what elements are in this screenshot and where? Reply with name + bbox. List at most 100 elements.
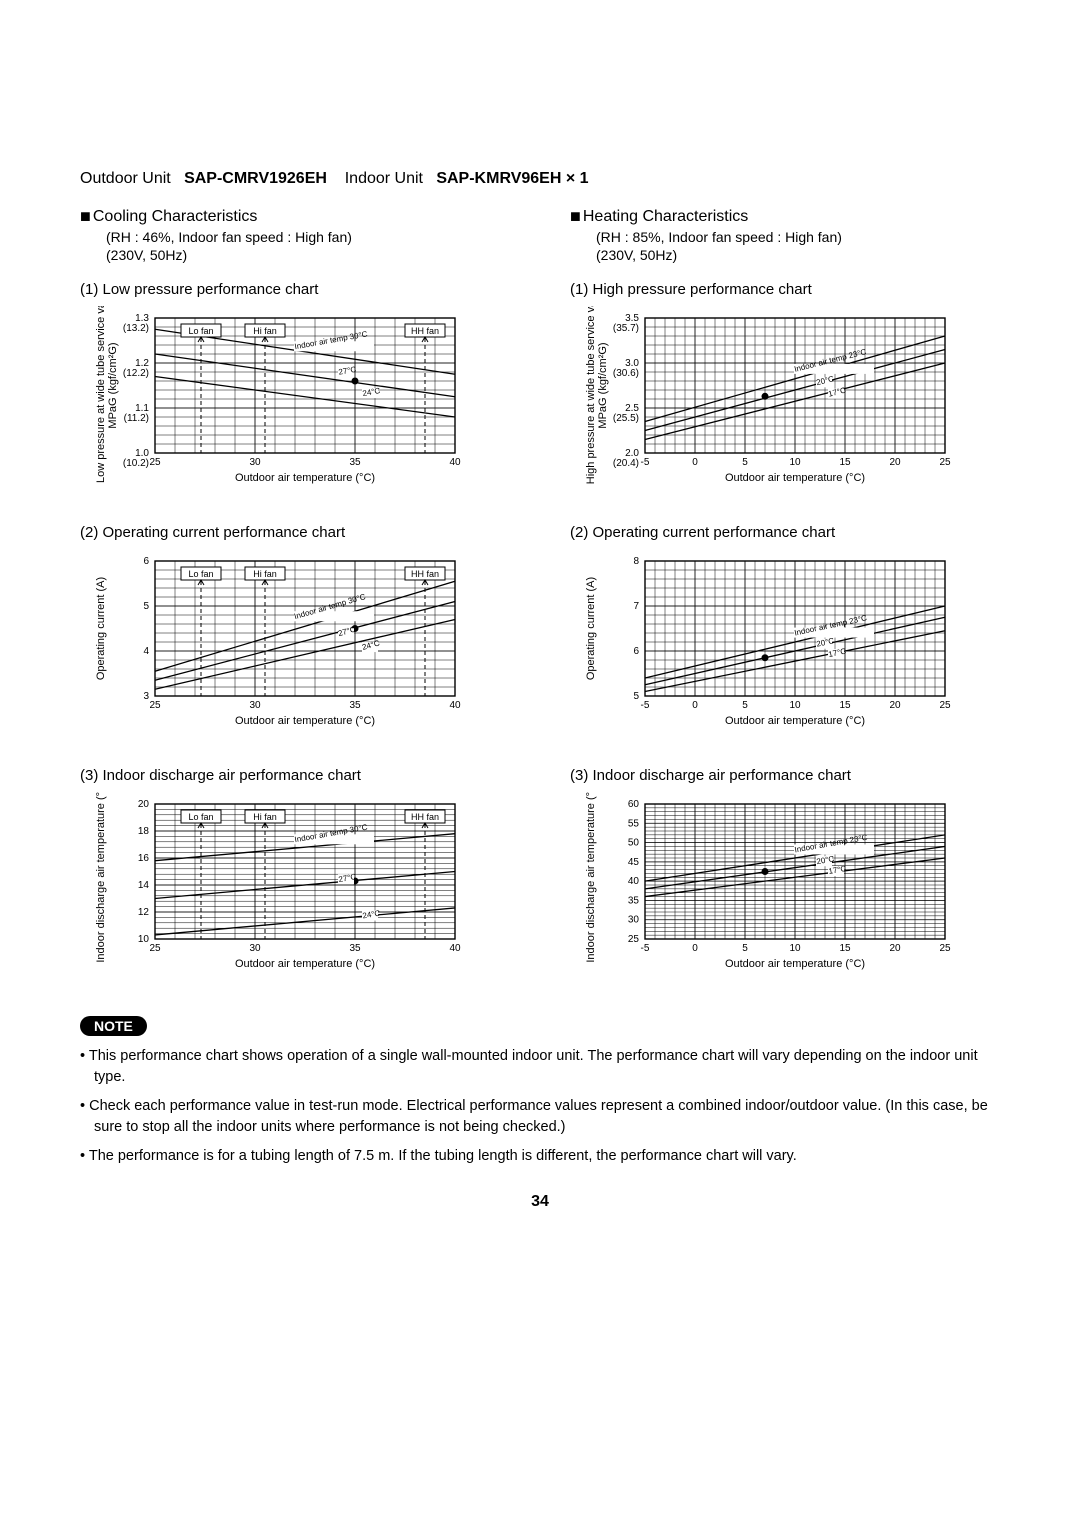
svg-text:Indoor discharge air temperatu: Indoor discharge air temperature (°C) (585, 792, 597, 963)
svg-text:MPaG (kgf/cm²G): MPaG (kgf/cm²G) (597, 342, 609, 428)
svg-text:HH fan: HH fan (411, 569, 439, 579)
svg-text:50: 50 (628, 838, 640, 849)
svg-text:30: 30 (249, 700, 261, 711)
svg-text:10: 10 (138, 934, 150, 945)
svg-text:20°C: 20°C (816, 854, 835, 866)
svg-text:Operating current (A): Operating current (A) (95, 577, 107, 680)
svg-text:35: 35 (349, 700, 361, 711)
header: Outdoor Unit SAP-CMRV1926EH Indoor Unit … (80, 170, 1000, 188)
svg-text:6: 6 (633, 646, 639, 657)
svg-text:40: 40 (628, 876, 640, 887)
svg-text:(20.4): (20.4) (613, 458, 639, 469)
svg-text:35: 35 (349, 943, 361, 954)
svg-text:35: 35 (349, 457, 361, 468)
svg-text:Outdoor air temperature (°C): Outdoor air temperature (°C) (725, 715, 865, 727)
heating-chart1-title: (1) High pressure performance chart (570, 281, 1000, 298)
svg-text:4: 4 (143, 646, 149, 657)
cooling-chart2: Lo fanHi fanHH fanIndoor air temp 30°C27… (90, 549, 510, 749)
heating-chart2: Indoor air temp 23°C20°C17°C-50510152025… (580, 549, 1000, 749)
svg-text:14: 14 (138, 880, 150, 891)
cooling-chart1: Lo fanHi fanHH fanIndoor air temp 30°C27… (90, 306, 510, 506)
svg-text:25: 25 (939, 457, 951, 468)
svg-text:17°C: 17°C (827, 386, 847, 399)
notes-list: This performance chart shows operation o… (80, 1046, 1000, 1167)
svg-text:High pressure at wide tube ser: High pressure at wide tube service valve (585, 306, 597, 484)
svg-text:40: 40 (449, 943, 461, 954)
svg-text:24°C: 24°C (362, 909, 381, 921)
svg-text:Low pressure at wide tube serv: Low pressure at wide tube service valve (95, 306, 107, 483)
svg-text:20°C: 20°C (816, 636, 836, 649)
cooling-chart2-title: (2) Operating current performance chart (80, 524, 510, 541)
svg-text:20: 20 (889, 943, 901, 954)
svg-text:Indoor discharge air temperatu: Indoor discharge air temperature (°C) (95, 792, 107, 963)
svg-text:(12.2): (12.2) (123, 368, 149, 379)
heating-chart2-title: (2) Operating current performance chart (570, 524, 1000, 541)
svg-text:(25.5): (25.5) (613, 413, 639, 424)
square-icon: ■ (570, 206, 581, 227)
svg-text:15: 15 (839, 943, 851, 954)
svg-text:20°C: 20°C (815, 374, 835, 387)
svg-text:-5: -5 (641, 943, 650, 954)
heating-title-text: Heating Characteristics (583, 208, 748, 226)
svg-text:Lo fan: Lo fan (188, 812, 213, 822)
svg-text:(10.2): (10.2) (123, 458, 149, 469)
heating-title: ■ Heating Characteristics (570, 206, 1000, 227)
cooling-sub2: (230V, 50Hz) (106, 247, 510, 263)
svg-text:0: 0 (692, 943, 698, 954)
svg-text:45: 45 (628, 857, 640, 868)
note-item: Check each performance value in test-run… (80, 1096, 1000, 1138)
svg-text:5: 5 (742, 700, 748, 711)
page-number: 34 (80, 1193, 1000, 1211)
svg-text:55: 55 (628, 818, 640, 829)
svg-text:30: 30 (249, 457, 261, 468)
svg-text:(11.2): (11.2) (124, 413, 149, 424)
cooling-column: ■ Cooling Characteristics (RH : 46%, Ind… (80, 206, 510, 992)
svg-text:0: 0 (692, 700, 698, 711)
outdoor-unit-label: Outdoor Unit (80, 170, 171, 187)
cooling-chart3-title: (3) Indoor discharge air performance cha… (80, 767, 510, 784)
svg-text:25: 25 (149, 457, 161, 468)
svg-text:24°C: 24°C (362, 386, 381, 398)
svg-text:Outdoor air temperature (°C): Outdoor air temperature (°C) (725, 472, 865, 484)
svg-text:60: 60 (628, 799, 640, 810)
svg-text:20: 20 (889, 457, 901, 468)
svg-text:HH fan: HH fan (411, 326, 439, 336)
svg-text:35: 35 (628, 895, 640, 906)
svg-text:Outdoor air temperature (°C): Outdoor air temperature (°C) (235, 472, 375, 484)
svg-text:15: 15 (839, 700, 851, 711)
svg-text:-5: -5 (641, 700, 650, 711)
outdoor-model: SAP-CMRV1926EH (184, 170, 327, 187)
svg-text:(30.6): (30.6) (613, 368, 639, 379)
svg-text:5: 5 (633, 691, 639, 702)
svg-text:Hi fan: Hi fan (253, 812, 277, 822)
svg-text:10: 10 (789, 943, 801, 954)
svg-text:Hi fan: Hi fan (253, 326, 277, 336)
cooling-chart3: Lo fanHi fanHH fanIndoor air temp 30°C27… (90, 792, 510, 992)
svg-text:25: 25 (149, 700, 161, 711)
svg-text:0: 0 (692, 457, 698, 468)
svg-text:3: 3 (143, 691, 149, 702)
svg-text:5: 5 (143, 601, 149, 612)
svg-text:27°C: 27°C (338, 365, 357, 377)
svg-text:16: 16 (138, 853, 150, 864)
svg-text:18: 18 (138, 826, 150, 837)
svg-text:7: 7 (633, 601, 639, 612)
heating-chart3: Indoor air temp 23°C20°C17°C-50510152025… (580, 792, 1000, 992)
indoor-unit-label: Indoor Unit (345, 170, 423, 187)
indoor-model: SAP-KMRV96EH × 1 (436, 170, 588, 187)
cooling-sub1: (RH : 46%, Indoor fan speed : High fan) (106, 229, 510, 245)
heating-sub2: (230V, 50Hz) (596, 247, 1000, 263)
svg-text:(13.2): (13.2) (123, 323, 149, 334)
svg-text:Lo fan: Lo fan (188, 326, 213, 336)
square-icon: ■ (80, 206, 91, 227)
svg-text:25: 25 (939, 700, 951, 711)
svg-text:Outdoor air temperature (°C): Outdoor air temperature (°C) (725, 958, 865, 970)
svg-text:40: 40 (449, 457, 461, 468)
svg-text:20: 20 (889, 700, 901, 711)
svg-text:Outdoor air temperature (°C): Outdoor air temperature (°C) (235, 958, 375, 970)
note-item: The performance is for a tubing length o… (80, 1146, 1000, 1167)
svg-text:HH fan: HH fan (411, 812, 439, 822)
svg-text:40: 40 (449, 700, 461, 711)
svg-text:Lo fan: Lo fan (188, 569, 213, 579)
svg-text:-5: -5 (641, 457, 650, 468)
